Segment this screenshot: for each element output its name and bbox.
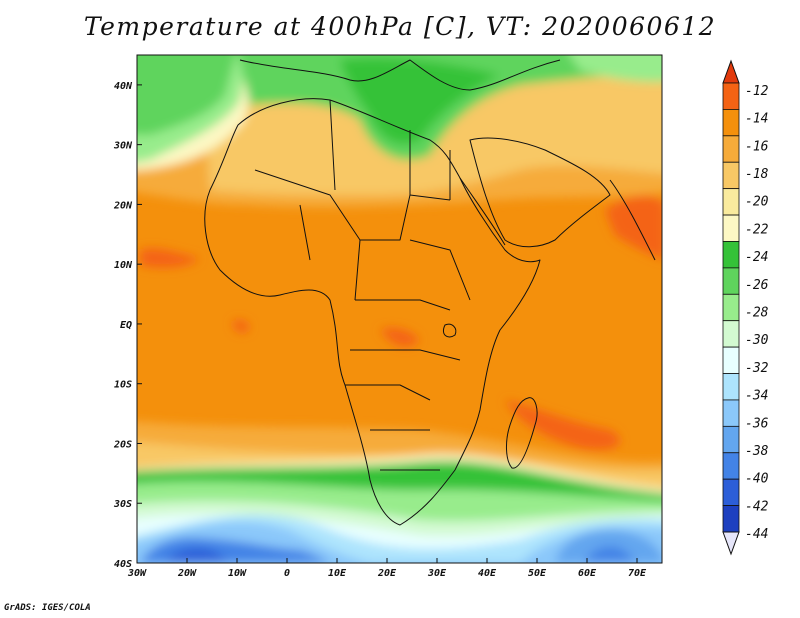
x-tick-label: 20W: [177, 568, 197, 579]
colorbar-segment: [722, 109, 740, 137]
x-tick-label: 30W: [127, 568, 147, 579]
warm-core-arabian-sea: [605, 195, 662, 259]
colorbar-bottom-arrow: [722, 531, 740, 556]
colorbar-segment: [722, 82, 740, 110]
band-north-24-med: [238, 55, 662, 160]
colorbar-segment: [722, 452, 740, 480]
x-tick-label: 70E: [628, 568, 647, 579]
colorbar-label: -28: [745, 306, 769, 321]
colorbar-segment: [722, 293, 740, 322]
grads-credit: GrADS: IGES/COLA: [4, 603, 91, 613]
warm-core-congo: [380, 328, 420, 347]
x-tick-label: 40E: [478, 568, 497, 579]
y-tick-label: 20N: [113, 200, 133, 211]
colorbar-segment: [722, 399, 740, 427]
colorbar-label: -16: [745, 139, 769, 154]
band-north-24-west: [137, 55, 236, 135]
y-tick-label: 30N: [113, 141, 133, 152]
colorbar-segment: [722, 241, 740, 269]
colorbar-segment: [722, 505, 740, 533]
x-tick-label: 30E: [427, 568, 447, 579]
colorbar: -12 -14 -16 -18 -20 -22 -24 -26 -28 -30 -32 -34 -36 -…: [722, 59, 769, 556]
band-north-24-med-core: [340, 58, 500, 144]
colorbar-label: -44: [745, 527, 768, 542]
europe-coast: [239, 59, 561, 91]
warm-core-west-africa: [140, 248, 200, 268]
temperature-field: [137, 55, 662, 563]
coastlines: [204, 59, 656, 526]
y-tick-label: 10N: [114, 260, 133, 271]
colorbar-label: -40: [745, 472, 769, 487]
colorbar-segment: [722, 373, 740, 401]
x-tick-label: 10E: [328, 568, 347, 579]
warm-core-madagascar: [505, 400, 620, 450]
colorbar-label: -20: [745, 195, 769, 210]
x-tick-label: 50E: [528, 568, 547, 579]
colorbar-label: -14: [745, 112, 768, 127]
colorbar-segment: [722, 214, 740, 242]
y-tick-label: 20S: [113, 439, 132, 450]
chart-title: Temperature at 400hPa [C], VT: 202006061…: [83, 12, 717, 41]
colorbar-segment: [722, 320, 740, 348]
colorbar-label: -30: [745, 333, 769, 348]
arabian-peninsula: [469, 137, 611, 248]
colorbar-label: -12: [745, 84, 769, 99]
red-sea: [459, 177, 506, 246]
y-tick-label: 40S: [114, 559, 132, 570]
colorbar-label: -36: [745, 416, 769, 431]
cold-pool-east: [555, 529, 662, 563]
colorbar-label: -32: [745, 361, 769, 376]
x-tick-label: 0: [284, 568, 290, 579]
colorbar-segment: [722, 135, 740, 163]
madagascar: [506, 397, 538, 469]
colorbar-label: -18: [745, 167, 769, 182]
colorbar-label: -22: [745, 222, 769, 237]
y-tick-label: EQ: [120, 320, 132, 331]
y-tick-label: 40N: [114, 81, 133, 92]
colorbar-label: -42: [745, 499, 769, 514]
colorbar-segment: [722, 346, 740, 374]
plot-frame: [136, 54, 663, 564]
africa-coastline: [204, 98, 541, 526]
colorbar-segment: [722, 425, 740, 454]
colorbar-segment: [722, 161, 740, 190]
y-tick-label: 10S: [114, 380, 132, 391]
x-tick-label: 20E: [377, 568, 397, 579]
colorbar-segment: [722, 478, 740, 506]
cold-pool-east-core: [585, 546, 635, 563]
india-coast: [609, 179, 656, 261]
colorbar-label: -38: [745, 444, 769, 459]
band-north-26-east: [570, 55, 662, 82]
colorbar-label: -34: [745, 389, 768, 404]
colorbar-label: -24: [745, 250, 768, 265]
x-tick-label: 10W: [228, 568, 247, 579]
colorbar-top-arrow: [722, 59, 740, 84]
warm-core-gulf-guinea: [232, 320, 250, 333]
x-tick-label: 60E: [578, 568, 597, 579]
colorbar-label: -26: [745, 278, 769, 293]
cold-pool-west-core: [165, 548, 230, 563]
y-tick-label: 30S: [113, 499, 132, 510]
colorbar-segment: [722, 188, 740, 216]
axis-layer: 30W 20W 10W 0 10E 20E 30E 40E 50E 60E 70E 40N 30N 20N…: [113, 81, 647, 579]
country-borders: [254, 99, 471, 471]
colorbar-segment: [722, 267, 740, 295]
lake-victoria: [442, 323, 457, 338]
